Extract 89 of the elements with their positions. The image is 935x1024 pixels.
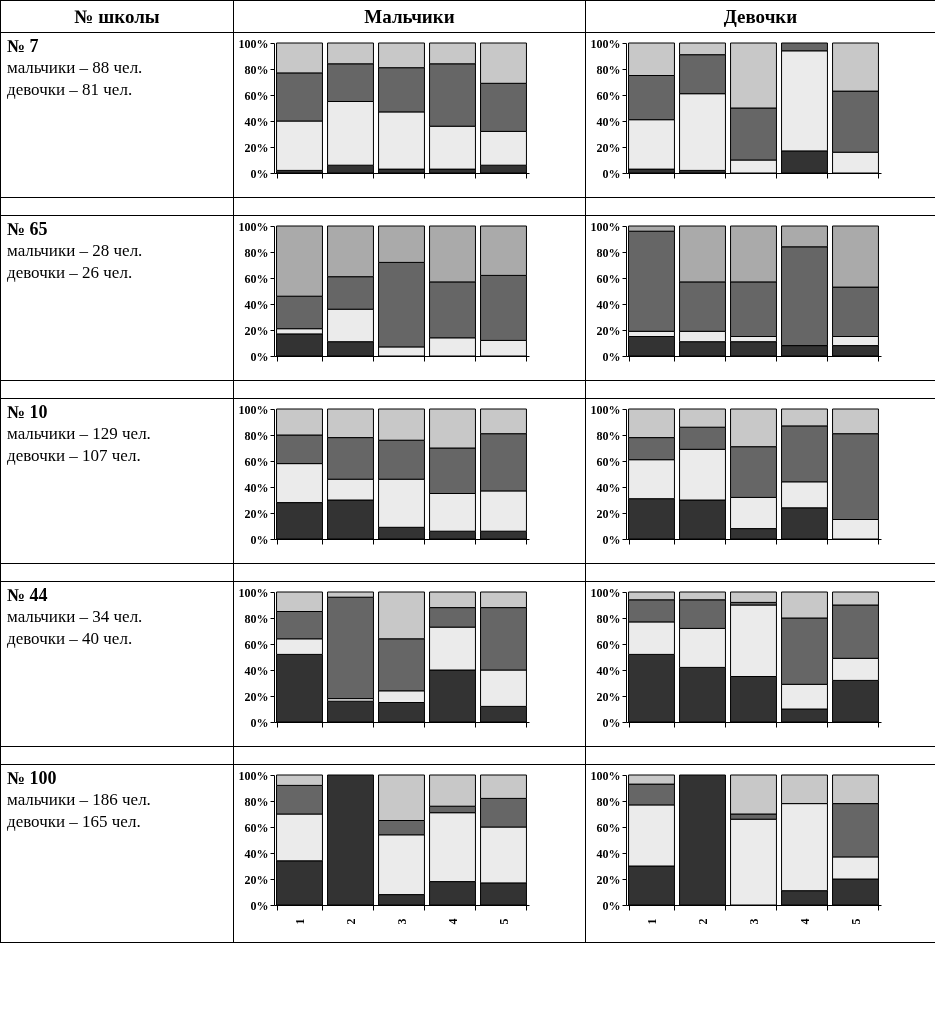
y-tick-label: 0% [250, 898, 269, 913]
y-tick-label: 80% [596, 62, 621, 77]
y-tick-label: 0% [250, 349, 269, 364]
y-tick-label: 0% [250, 166, 269, 181]
y-tick-label: 60% [596, 271, 621, 286]
x-tick-label: 4 [446, 918, 460, 925]
text: мальчики – 34 чел. [7, 606, 144, 628]
y-tick-label: 40% [596, 114, 621, 129]
text: № 44 [7, 585, 48, 605]
text: мальчики – 186 чел. [7, 789, 152, 811]
y-tick-label: 80% [596, 245, 621, 260]
y-tick-label: 20% [244, 140, 269, 155]
y-tick-label: 100% [238, 585, 269, 600]
y-tick-label: 40% [596, 480, 621, 495]
text: № 100 [7, 768, 57, 788]
text: № школы [0, 0, 234, 33]
text: № 10 [7, 402, 48, 422]
y-tick-label: 80% [244, 428, 269, 443]
bar [730, 591, 777, 603]
y-tick-label: 80% [596, 611, 621, 626]
x-tick-label: 1 [645, 918, 659, 925]
y-tick-label: 0% [602, 166, 621, 181]
y-tick-label: 100% [238, 219, 269, 234]
y-tick-label: 40% [244, 663, 269, 678]
y-tick-label: 60% [596, 820, 621, 835]
y-tick-label: 20% [244, 689, 269, 704]
y-tick-label: 60% [244, 820, 269, 835]
y-tick-label: 0% [602, 532, 621, 547]
x-tick-label: 5 [849, 918, 863, 925]
text: мальчики – 129 чел. [7, 423, 152, 445]
y-tick-label: 80% [244, 611, 269, 626]
y-tick-label: 100% [590, 768, 621, 783]
text: № 65 [7, 219, 48, 239]
y-tick-label: 60% [244, 637, 269, 652]
y-tick-label: 60% [596, 454, 621, 469]
y-tick-label: 20% [244, 323, 269, 338]
y-tick-label: 0% [602, 898, 621, 913]
x-tick-label: 1 [293, 918, 307, 925]
y-tick-label: 20% [596, 323, 621, 338]
y-tick-label: 80% [244, 794, 269, 809]
y-tick-label: 60% [244, 88, 269, 103]
y-tick-label: 0% [602, 715, 621, 730]
text: № 7 [7, 36, 39, 56]
y-tick-label: 0% [250, 532, 269, 547]
y-tick-label: 40% [596, 297, 621, 312]
y-tick-label: 100% [238, 402, 269, 417]
x-tick-label: 3 [395, 918, 409, 925]
y-tick-label: 40% [596, 663, 621, 678]
text: мальчики – 88 чел. [7, 57, 144, 79]
text: девочки – 40 чел. [7, 628, 134, 650]
x-tick-label: 4 [798, 918, 812, 925]
x-tick-label: 2 [696, 918, 710, 925]
text: девочки – 165 чел. [7, 811, 142, 833]
y-tick-label: 20% [596, 140, 621, 155]
y-tick-label: 100% [238, 768, 269, 783]
x-tick-label: 2 [344, 918, 358, 925]
y-tick-label: 20% [244, 872, 269, 887]
text: мальчики – 28 чел. [7, 240, 144, 262]
y-tick-label: 80% [596, 794, 621, 809]
y-tick-label: 100% [590, 402, 621, 417]
text: Мальчики [233, 0, 586, 33]
y-tick-label: 40% [596, 846, 621, 861]
y-tick-label: 60% [596, 637, 621, 652]
y-tick-label: 40% [244, 480, 269, 495]
y-tick-label: 60% [244, 271, 269, 286]
y-tick-label: 60% [244, 454, 269, 469]
text: Девочки [585, 0, 935, 33]
y-tick-label: 40% [244, 114, 269, 129]
y-tick-label: 40% [244, 846, 269, 861]
y-tick-label: 80% [244, 245, 269, 260]
y-tick-label: 0% [250, 715, 269, 730]
x-tick-label: 3 [747, 918, 761, 925]
text: девочки – 107 чел. [7, 445, 142, 467]
text: девочки – 26 чел. [7, 262, 134, 284]
y-tick-label: 80% [244, 62, 269, 77]
y-tick-label: 20% [596, 872, 621, 887]
y-tick-label: 100% [590, 219, 621, 234]
y-tick-label: 20% [596, 506, 621, 521]
y-tick-label: 60% [596, 88, 621, 103]
y-tick-label: 20% [244, 506, 269, 521]
text: девочки – 81 чел. [7, 79, 134, 101]
y-tick-label: 100% [590, 36, 621, 51]
y-tick-label: 40% [244, 297, 269, 312]
y-tick-label: 20% [596, 689, 621, 704]
y-tick-label: 100% [590, 585, 621, 600]
x-tick-label: 5 [497, 918, 511, 925]
y-tick-label: 80% [596, 428, 621, 443]
y-tick-label: 0% [602, 349, 621, 364]
y-tick-label: 100% [238, 36, 269, 51]
